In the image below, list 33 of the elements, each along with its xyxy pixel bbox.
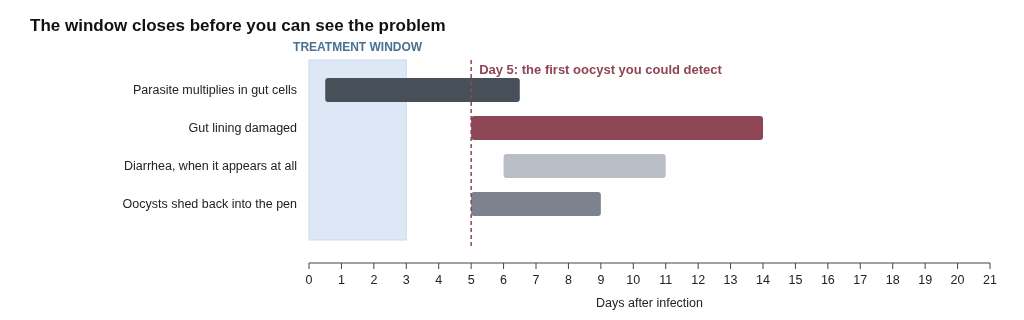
x-tick-label: 1: [337, 273, 345, 287]
x-tick-label: 14: [756, 273, 770, 287]
x-tick-label: 17: [853, 273, 868, 287]
x-tick-label: 4: [435, 273, 443, 287]
x-tick-label: 2: [370, 273, 378, 287]
x-tick-label: 6: [500, 273, 508, 287]
bar: [471, 192, 601, 216]
x-tick-label: 3: [402, 273, 410, 287]
x-tick-label: 18: [885, 273, 900, 287]
band-label: TREATMENT WINDOW: [293, 40, 423, 54]
x-tick-label: 12: [691, 273, 706, 287]
x-tick-label: 16: [820, 273, 835, 287]
x-tick-label: 19: [918, 273, 933, 287]
x-tick-label: 11: [659, 273, 673, 287]
bar: [325, 78, 520, 102]
y-tick-label: Gut lining damaged: [188, 121, 298, 136]
x-tick-label: 8: [564, 273, 572, 287]
ref-line-label: Day 5: the first oocyst you could detect: [479, 62, 723, 77]
x-tick-label: 9: [597, 273, 605, 287]
x-tick-label: 20: [950, 273, 965, 287]
x-tick-label: 7: [532, 273, 540, 287]
x-tick-label: 15: [788, 273, 803, 287]
bar: [503, 154, 666, 178]
y-tick-label: Diarrhea, when it appears at all: [123, 159, 297, 174]
y-tick-label: Parasite multiplies in gut cells: [133, 83, 297, 98]
x-tick-label: 21: [983, 273, 997, 287]
y-tick-label: Oocysts shed back into the pen: [122, 197, 298, 212]
x-tick-label: 5: [467, 273, 475, 287]
chart-title: The window closes before you can see the problem: [30, 16, 446, 35]
x-tick-label: 10: [626, 273, 641, 287]
x-axis-title: Days after infection: [596, 296, 704, 310]
x-tick-label: 13: [723, 273, 738, 287]
x-tick-label: 0: [305, 273, 313, 287]
